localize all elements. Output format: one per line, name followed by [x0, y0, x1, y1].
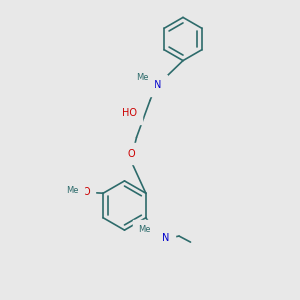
Text: Me: Me	[138, 225, 151, 234]
Text: Me: Me	[136, 73, 149, 82]
Text: Me: Me	[66, 186, 78, 195]
Text: N: N	[154, 80, 161, 91]
Text: HO: HO	[122, 108, 136, 118]
Text: O: O	[128, 148, 135, 159]
Text: N: N	[162, 232, 169, 243]
Text: O: O	[82, 187, 90, 197]
